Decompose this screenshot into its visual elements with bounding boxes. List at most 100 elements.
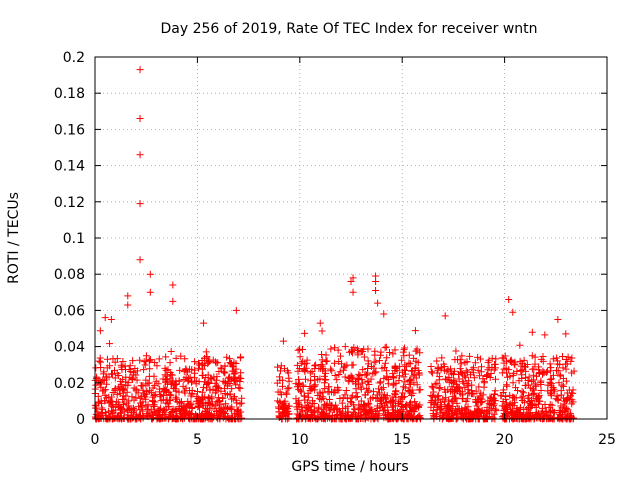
- data-point: [331, 371, 339, 379]
- data-point: [396, 363, 404, 371]
- data-point: [401, 344, 409, 352]
- x-axis-label: GPS time / hours: [291, 459, 408, 475]
- data-point: [182, 411, 190, 419]
- data-point: [509, 379, 517, 387]
- data-point: [303, 398, 311, 406]
- data-point: [447, 365, 455, 373]
- data-point: [452, 347, 460, 355]
- data-point: [111, 358, 119, 366]
- data-point: [203, 380, 211, 388]
- data-point: [208, 393, 216, 401]
- data-point: [547, 389, 555, 397]
- data-point: [413, 381, 421, 389]
- data-point: [506, 358, 514, 366]
- data-point: [477, 368, 485, 376]
- data-point: [430, 400, 438, 408]
- data-point: [214, 385, 222, 393]
- data-point: [502, 406, 510, 414]
- data-point: [162, 375, 170, 383]
- data-point: [109, 388, 117, 396]
- data-point: [441, 312, 449, 320]
- data-point: [156, 393, 164, 401]
- data-point: [505, 296, 513, 304]
- data-point: [204, 399, 212, 407]
- data-point: [489, 414, 497, 422]
- data-point: [390, 373, 398, 381]
- data-point: [214, 359, 222, 367]
- data-point: [229, 395, 237, 403]
- data-point: [179, 382, 187, 390]
- data-point: [201, 393, 209, 401]
- data-point: [127, 414, 135, 422]
- data-point: [397, 398, 405, 406]
- data-point: [125, 402, 133, 410]
- data-point: [379, 393, 387, 401]
- data-point: [372, 286, 380, 294]
- x-tick-label: 10: [291, 432, 309, 448]
- data-point: [182, 365, 190, 373]
- data-point: [555, 379, 563, 387]
- data-point: [462, 367, 470, 375]
- data-point: [537, 387, 545, 395]
- data-point: [339, 394, 347, 402]
- data-point: [539, 352, 547, 360]
- data-point: [106, 340, 114, 348]
- data-point: [510, 402, 518, 410]
- data-point: [231, 376, 239, 384]
- data-point: [383, 354, 391, 362]
- data-point: [559, 404, 567, 412]
- data-point: [465, 389, 473, 397]
- data-point: [504, 373, 512, 381]
- grid-lines: [95, 57, 607, 419]
- data-point: [203, 411, 211, 419]
- data-point: [149, 414, 157, 422]
- data-point: [361, 371, 369, 379]
- data-point: [414, 402, 422, 410]
- data-point: [464, 382, 472, 390]
- data-point: [302, 375, 310, 383]
- data-point: [150, 372, 158, 380]
- data-point: [283, 367, 291, 375]
- x-tick-label: 20: [496, 432, 514, 448]
- data-point: [124, 292, 132, 300]
- data-point: [145, 356, 153, 364]
- data-point: [461, 372, 469, 380]
- data-point: [298, 403, 306, 411]
- data-point: [396, 372, 404, 380]
- data-point: [530, 390, 538, 398]
- data-point: [482, 414, 490, 422]
- data-point: [381, 359, 389, 367]
- data-point: [559, 382, 567, 390]
- data-point: [401, 367, 409, 375]
- y-tick-label: 0.18: [54, 86, 85, 102]
- data-point: [382, 343, 390, 351]
- data-point: [188, 387, 196, 395]
- data-point: [176, 414, 184, 422]
- data-point: [503, 382, 511, 390]
- x-tick-label: 5: [193, 432, 202, 448]
- data-point: [117, 377, 125, 385]
- data-point: [285, 377, 293, 385]
- data-point: [181, 389, 189, 397]
- data-point: [100, 387, 108, 395]
- data-point: [119, 395, 127, 403]
- data-point: [534, 414, 542, 422]
- data-point: [407, 375, 415, 383]
- data-point: [319, 394, 327, 402]
- data-point: [330, 359, 338, 367]
- data-point: [547, 364, 555, 372]
- data-point: [336, 395, 344, 403]
- data-point: [377, 348, 385, 356]
- data-point: [549, 355, 557, 363]
- data-point: [371, 414, 379, 422]
- data-point: [486, 400, 494, 408]
- data-point: [324, 388, 332, 396]
- data-point: [371, 347, 379, 355]
- data-point: [141, 361, 149, 369]
- data-point: [136, 356, 144, 364]
- data-point: [177, 399, 185, 407]
- x-tick-label: 0: [91, 432, 100, 448]
- data-point: [341, 373, 349, 381]
- data-point: [475, 396, 483, 404]
- data-point: [356, 372, 364, 380]
